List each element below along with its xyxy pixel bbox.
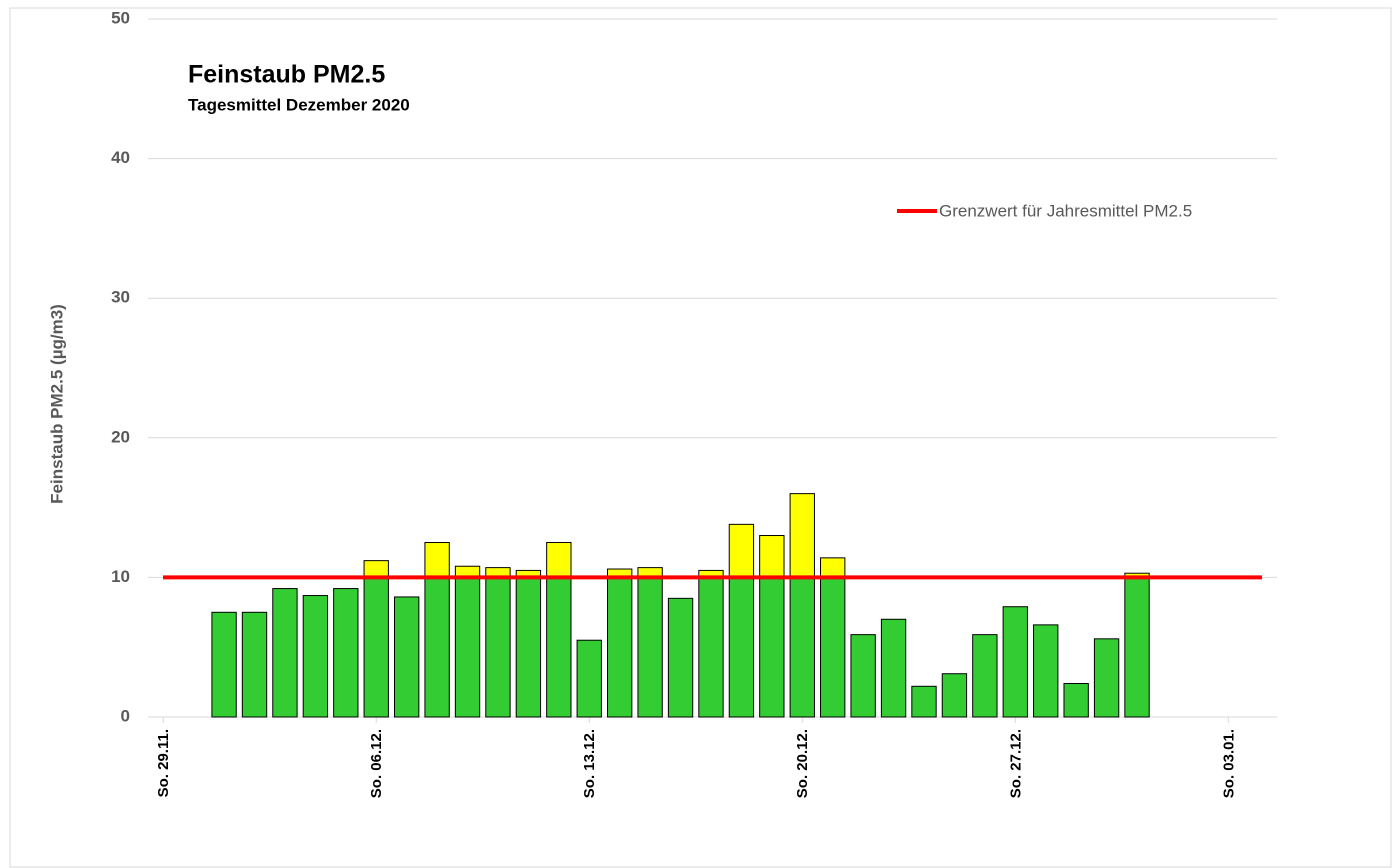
y-tick-label: 10 xyxy=(111,567,130,586)
bar xyxy=(728,576,755,718)
bar xyxy=(820,576,846,718)
bar xyxy=(1063,682,1089,718)
bar xyxy=(454,576,481,718)
bar-above-limit xyxy=(424,542,450,578)
bar xyxy=(1124,576,1150,718)
y-axis-label: Feinstaub PM2.5 (µg/m3) xyxy=(47,304,66,504)
legend-label: Grenzwert für Jahresmittel PM2.5 xyxy=(939,201,1192,220)
y-tick-label: 50 xyxy=(111,8,130,27)
bar xyxy=(272,588,298,718)
bar xyxy=(850,634,876,718)
bar xyxy=(1033,624,1059,718)
x-tick-label: So. 29.11. xyxy=(155,729,172,797)
bar-above-limit xyxy=(820,557,846,578)
bar xyxy=(363,576,389,718)
bar xyxy=(637,576,663,718)
bar xyxy=(485,576,511,718)
y-tick-label: 30 xyxy=(111,288,130,307)
x-tick-label: So. 13.12. xyxy=(581,729,598,798)
bar-above-limit xyxy=(363,560,389,578)
x-tick-label: So. 20.12. xyxy=(794,729,811,798)
bar xyxy=(333,588,359,718)
bar xyxy=(759,576,785,718)
y-tick-label: 20 xyxy=(111,427,130,446)
bar xyxy=(1002,606,1028,718)
bar xyxy=(667,597,694,718)
bar xyxy=(211,611,237,718)
bar xyxy=(789,576,815,718)
y-tick-label: 40 xyxy=(111,148,130,167)
bar xyxy=(546,576,572,718)
bar xyxy=(393,596,420,718)
bar xyxy=(972,634,998,718)
x-tick-label: So. 06.12. xyxy=(368,729,385,798)
chart-title: Feinstaub PM2.5 xyxy=(188,61,385,89)
y-tick-label: 0 xyxy=(121,706,130,725)
bar xyxy=(911,685,937,718)
bar xyxy=(698,576,724,718)
bar xyxy=(576,639,602,718)
bar xyxy=(941,673,968,718)
x-tick-label: So. 03.01. xyxy=(1220,729,1237,798)
bar xyxy=(424,576,450,718)
bar xyxy=(1093,638,1120,718)
bar-above-limit xyxy=(789,493,815,578)
bar xyxy=(302,595,329,718)
bar-above-limit xyxy=(759,535,785,578)
bar xyxy=(241,611,268,718)
bar-above-limit xyxy=(546,542,572,578)
chart-subtitle: Tagesmittel Dezember 2020 xyxy=(188,95,410,114)
bar xyxy=(607,576,633,718)
bar xyxy=(880,618,907,718)
bar-above-limit xyxy=(728,523,755,578)
x-tick-label: So. 27.12. xyxy=(1007,729,1024,798)
bar xyxy=(515,576,542,718)
